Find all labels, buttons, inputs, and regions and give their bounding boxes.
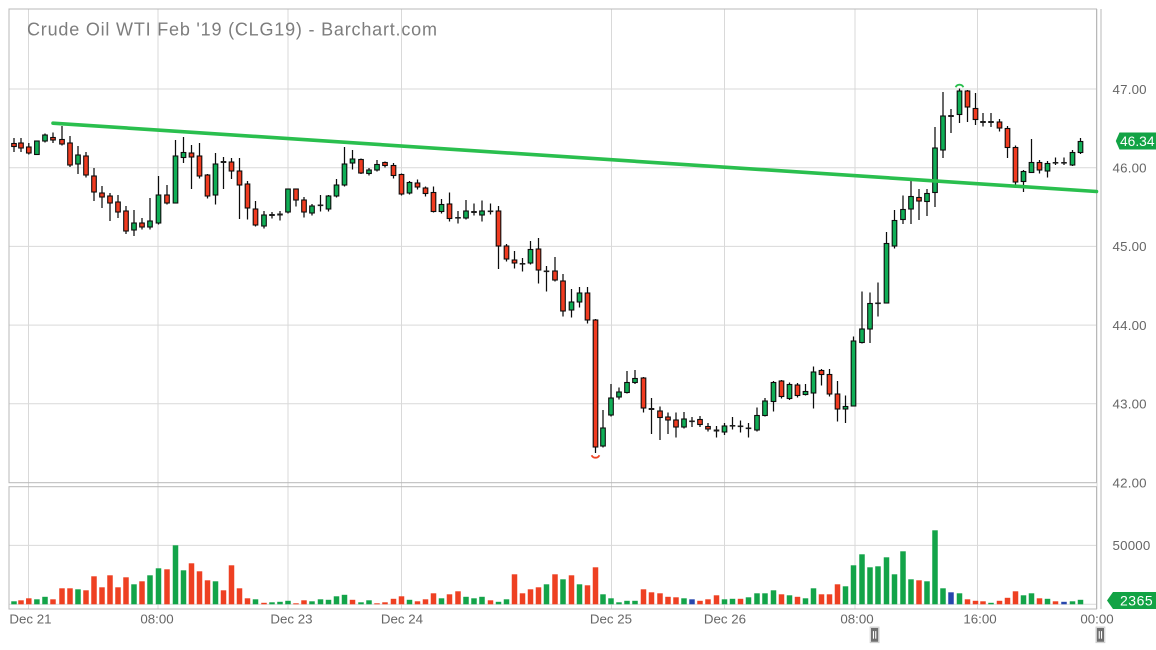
svg-text:47.00: 47.00 — [1113, 82, 1147, 97]
svg-text:08:00: 08:00 — [840, 612, 873, 627]
svg-text:Dec 21: Dec 21 — [9, 612, 51, 627]
svg-text:Dec 25: Dec 25 — [590, 612, 632, 627]
svg-text:08:00: 08:00 — [140, 612, 173, 627]
svg-text:2365: 2365 — [1120, 593, 1153, 609]
svg-text:44.00: 44.00 — [1113, 318, 1147, 333]
svg-text:50000: 50000 — [1113, 538, 1151, 553]
svg-text:Dec 26: Dec 26 — [704, 612, 746, 627]
svg-text:16:00: 16:00 — [963, 612, 996, 627]
svg-text:Crude Oil WTI Feb '19 (CLG19): Crude Oil WTI Feb '19 (CLG19) - Barchart… — [27, 20, 438, 40]
svg-text:Dec 24: Dec 24 — [381, 612, 423, 627]
svg-text:43.00: 43.00 — [1113, 397, 1147, 412]
svg-text:46.34: 46.34 — [1120, 134, 1155, 149]
svg-text:00:00: 00:00 — [1080, 612, 1113, 627]
svg-text:42.00: 42.00 — [1113, 475, 1147, 490]
svg-text:Dec 23: Dec 23 — [270, 612, 312, 627]
svg-text:46.00: 46.00 — [1113, 161, 1147, 176]
svg-text:45.00: 45.00 — [1113, 239, 1147, 254]
